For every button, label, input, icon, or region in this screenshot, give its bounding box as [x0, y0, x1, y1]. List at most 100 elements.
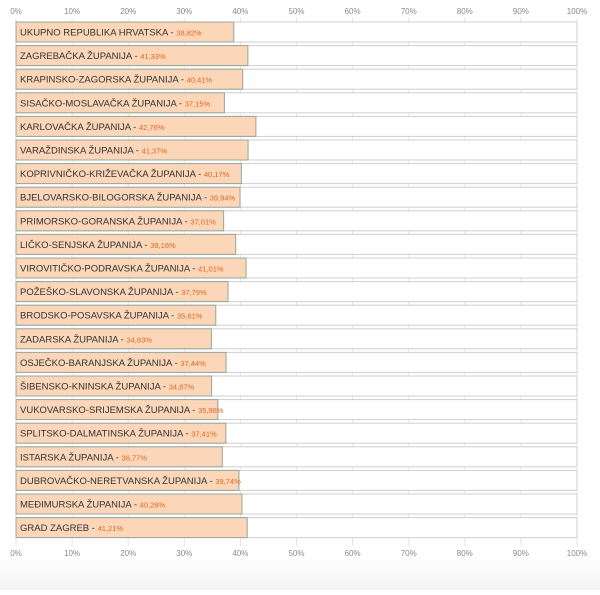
bar-row: POŽEŠKO-SLAVONSKA ŽUPANIJA - 37,79% [15, 281, 578, 303]
label-separator: - [131, 122, 139, 133]
x-tick-label-bottom: 40% [232, 549, 248, 558]
bar [15, 446, 223, 468]
bar [15, 139, 249, 161]
bar-row: OSJEČKO-BARANJSKA ŽUPANIJA - 37,44% [15, 351, 578, 373]
category-label: KRAPINSKO-ZAGORSKA ŽUPANIJA [20, 75, 179, 86]
category-label: BJELOVARSKO-BILOGORSKA ŽUPANIJA [20, 193, 202, 204]
bar [15, 163, 242, 185]
bar-label: ISTARSKA ŽUPANIJA - 36,77% [20, 452, 147, 463]
x-tick-label-bottom: 100% [567, 549, 587, 558]
value-label: 41,01% [198, 265, 224, 274]
category-label: ZADARSKA ŽUPANIJA [20, 334, 119, 345]
bar-row: VARAŽDINSKA ŽUPANIJA - 41,37% [15, 139, 578, 161]
bar-label: VARAŽDINSKA ŽUPANIJA - 41,37% [20, 146, 167, 157]
label-separator: - [195, 169, 203, 180]
value-label: 40,28% [140, 501, 166, 510]
value-label: 41,33% [140, 52, 166, 61]
x-tick-label-top: 30% [176, 7, 192, 16]
label-separator: - [160, 382, 168, 393]
value-label: 37,44% [180, 359, 206, 368]
bar-label: SISAČKO-MOSLAVAČKA ŽUPANIJA - 37,15% [20, 98, 210, 109]
bar-label: KOPRIVNIČKO-KRIŽEVAČKA ŽUPANIJA - 40,17% [20, 169, 230, 180]
label-separator: - [89, 523, 97, 534]
value-label: 37,01% [190, 217, 216, 226]
label-separator: - [172, 358, 180, 369]
value-label: 39,94% [210, 194, 236, 203]
category-label: SISAČKO-MOSLAVAČKA ŽUPANIJA [20, 98, 177, 109]
bar [15, 233, 237, 255]
bar [15, 45, 249, 67]
x-tick-label-bottom: 70% [401, 549, 417, 558]
value-label: 37,41% [191, 430, 217, 439]
x-tick-label-top: 70% [401, 7, 417, 16]
bar-row: VIROVITIČKO-PODRAVSKA ŽUPANIJA - 41,01% [15, 257, 578, 279]
x-tick-label-top: 100% [567, 7, 587, 16]
bar [15, 21, 235, 43]
bar-label: ZADARSKA ŽUPANIJA - 34,83% [20, 334, 152, 345]
value-label: 35,98% [198, 406, 224, 415]
value-label: 40,41% [187, 76, 213, 85]
category-label: UKUPNO REPUBLIKA HRVATSKA [20, 28, 169, 39]
x-tick-label-top: 60% [345, 7, 361, 16]
x-tick-label-bottom: 60% [345, 549, 361, 558]
bar-label: MEĐIMURSKA ŽUPANIJA - 40,28% [20, 500, 165, 511]
bar-row: GRAD ZAGREB - 41,21% [15, 517, 578, 539]
value-label: 34,83% [126, 335, 152, 344]
bars: UKUPNO REPUBLIKA HRVATSKA - 38,82% ZAGREB… [15, 21, 578, 539]
category-label: ZAGREBAČKA ŽUPANIJA [20, 51, 133, 62]
category-label: ŠIBENSKO-KNINSKA ŽUPANIJA [20, 382, 161, 393]
bar-label: VIROVITIČKO-PODRAVSKA ŽUPANIJA - 41,01% [20, 264, 224, 275]
label-separator: - [183, 429, 191, 440]
bar-row: DUBROVAČKO-NERETVANSKA ŽUPANIJA - 39,74% [15, 469, 578, 491]
x-tick-label-top: 90% [513, 7, 529, 16]
x-tick-label-bottom: 20% [120, 549, 136, 558]
x-tick-label-bottom: 90% [513, 549, 529, 558]
x-tick-label-top: 10% [64, 7, 80, 16]
value-label: 36,77% [122, 453, 148, 462]
x-tick-label-bottom: 50% [288, 549, 304, 558]
bar [15, 399, 219, 421]
bar [15, 517, 248, 539]
label-separator: - [168, 28, 176, 39]
bar [15, 304, 217, 326]
bar-label: KRAPINSKO-ZAGORSKA ŽUPANIJA - 40,41% [20, 75, 212, 86]
label-separator: - [176, 98, 184, 109]
bar [15, 493, 243, 515]
category-label: BRODSKO-POSAVSKA ŽUPANIJA [20, 311, 170, 322]
x-tick-label-top: 0% [10, 7, 22, 16]
label-separator: - [118, 334, 126, 345]
bar-row: BRODSKO-POSAVSKA ŽUPANIJA - 35,61% [15, 304, 578, 326]
label-separator: - [133, 146, 141, 157]
bar-row: UKUPNO REPUBLIKA HRVATSKA - 38,82% [15, 21, 578, 43]
x-tick-label-bottom: 30% [176, 549, 192, 558]
category-label: VIROVITIČKO-PODRAVSKA ŽUPANIJA [20, 264, 191, 275]
bar [15, 210, 225, 232]
label-separator: - [178, 75, 186, 86]
bar-row: VUKOVARSKO-SRIJEMSKA ŽUPANIJA - 35,98% [15, 399, 578, 421]
bar-label: PRIMORSKO-GORANSKA ŽUPANIJA - 37,01% [20, 216, 216, 227]
bar-row: KOPRIVNIČKO-KRIŽEVAČKA ŽUPANIJA - 40,17% [15, 163, 578, 185]
bar-label: LIČKO-SENJSKA ŽUPANIJA - 39,16% [20, 240, 176, 251]
bar-label: DUBROVAČKO-NERETVANSKA ŽUPANIJA - 39,74% [20, 476, 241, 487]
bar [15, 186, 241, 208]
value-label: 37,79% [181, 288, 207, 297]
x-tick-label-bottom: 80% [457, 549, 473, 558]
category-label: LIČKO-SENJSKA ŽUPANIJA [20, 240, 143, 251]
bar-label: OSJEČKO-BARANJSKA ŽUPANIJA - 37,44% [20, 358, 206, 369]
bar-row: ŠIBENSKO-KNINSKA ŽUPANIJA - 34,87% [15, 375, 578, 397]
label-separator: - [207, 476, 215, 487]
bar [15, 115, 257, 137]
value-label: 39,74% [215, 477, 241, 486]
bar-label: BRODSKO-POSAVSKA ŽUPANIJA - 35,61% [20, 311, 203, 322]
bar [15, 328, 212, 350]
bar-row: KRAPINSKO-ZAGORSKA ŽUPANIJA - 40,41% [15, 68, 578, 90]
x-tick-label-top: 80% [457, 7, 473, 16]
category-label: ISTARSKA ŽUPANIJA [20, 452, 114, 463]
bar-row: BJELOVARSKO-BILOGORSKA ŽUPANIJA - 39,94% [15, 186, 578, 208]
bottom-axis-ticks: 0% 10% 20% 30% 40% 50% 60% 70% 80% 90% 100% [10, 549, 587, 558]
bar-label: VUKOVARSKO-SRIJEMSKA ŽUPANIJA - 35,98% [20, 405, 224, 416]
bar-row: KARLOVAČKA ŽUPANIJA - 42,76% [15, 115, 578, 137]
value-label: 41,37% [142, 147, 168, 156]
bar-row: SPLITSKO-DALMATINSKA ŽUPANIJA - 37,41% [15, 422, 578, 444]
